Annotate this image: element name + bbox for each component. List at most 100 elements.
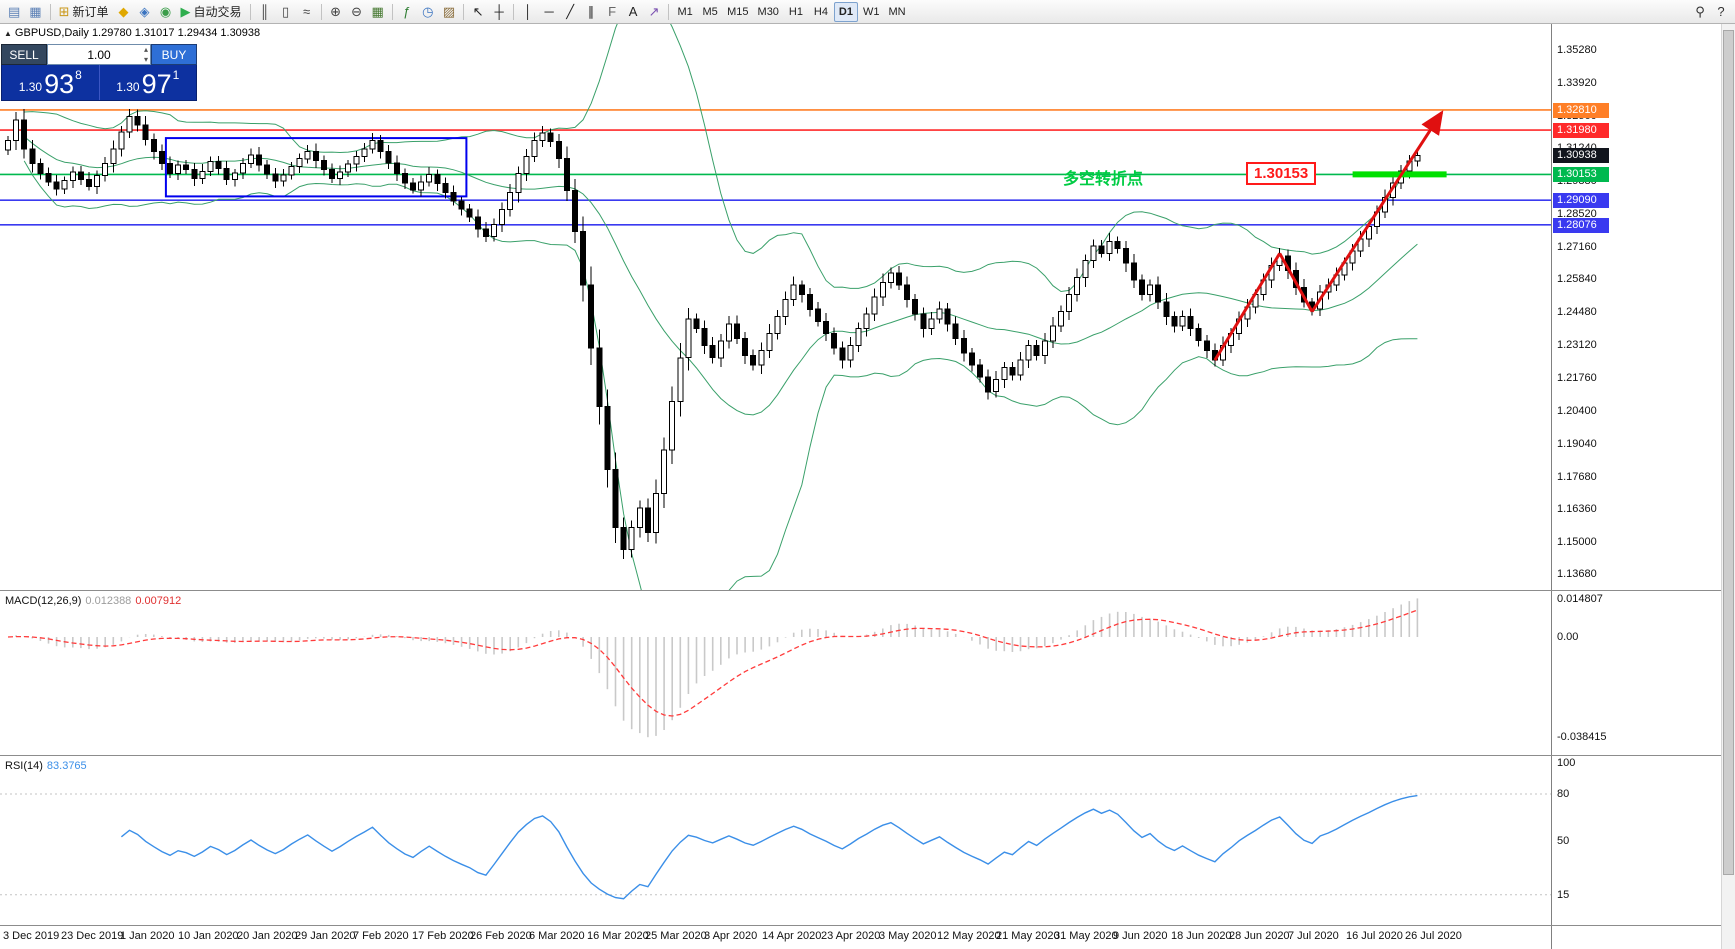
search-button[interactable]: ⚲ xyxy=(1690,2,1710,22)
date-axis-label: 16 Mar 2020 xyxy=(587,930,649,942)
price-flag-label[interactable]: 1.30153 xyxy=(1246,162,1317,185)
crosshair-button[interactable]: ┼ xyxy=(489,2,509,22)
help-button[interactable]: ? xyxy=(1711,2,1731,22)
timeframe-M1-button[interactable]: M1 xyxy=(677,5,693,18)
date-axis: 3 Dec 2019 23 Dec 2019 1 Jan 2020 10 Jan 20… xyxy=(0,925,1551,949)
zoom-out-button[interactable]: ⊖ xyxy=(347,2,367,22)
candlestick-mode-icon: ▯ xyxy=(281,4,290,19)
date-axis-label: 7 Feb 2020 xyxy=(353,930,409,942)
date-axis-label: 9 Jun 2020 xyxy=(1113,930,1168,942)
navigator-button[interactable]: ◉ xyxy=(156,2,176,22)
bar-chart-mode-icon: ║ xyxy=(259,4,270,19)
templates-icon: ▨ xyxy=(442,4,456,19)
trendline-button[interactable]: ╱ xyxy=(560,2,580,22)
price-axis-label: 1.17680 xyxy=(1557,471,1597,483)
crosshair-icon: ┼ xyxy=(494,4,504,19)
line-chart-mode-button[interactable]: ≈ xyxy=(297,2,317,22)
current-price-badge: 1.30938 xyxy=(1553,148,1609,163)
timeframe-M30-button[interactable]: M30 xyxy=(757,5,779,18)
trend-arrow-segment[interactable] xyxy=(1310,110,1444,313)
panel-collapse-icon[interactable]: ▲ xyxy=(4,29,12,38)
vertical-scrollbar[interactable] xyxy=(1721,24,1735,949)
search-icon: ⚲ xyxy=(1695,4,1705,19)
toolbar-separator xyxy=(249,3,251,20)
trend-arrow-segment[interactable] xyxy=(1278,252,1314,313)
horizontal-line-button[interactable]: ─ xyxy=(539,2,559,22)
date-axis-label: 26 Jul 2020 xyxy=(1405,930,1462,942)
zoom-in-button[interactable]: ⊕ xyxy=(326,2,346,22)
zoom-in-icon: ⊕ xyxy=(330,4,341,19)
new-order-button[interactable]: ⊞ 新订单 xyxy=(55,2,113,22)
toolbar-separator xyxy=(668,3,670,20)
timeframe-D1-button[interactable]: D1 xyxy=(833,1,858,22)
axis-separator xyxy=(0,925,1721,926)
macd-value-signal: 0.007912 xyxy=(135,595,182,607)
timeframe-H1-button[interactable]: H1 xyxy=(788,5,803,18)
price-chart-canvas[interactable] xyxy=(0,24,1551,590)
fibonacci-button[interactable]: F xyxy=(602,2,622,22)
equidistant-channel-button[interactable]: ∥ xyxy=(581,2,601,22)
timeframe-H4-button[interactable]: H4 xyxy=(813,5,828,18)
rsi-axis-label: 80 xyxy=(1557,788,1570,800)
lot-spinner-icon[interactable]: ▴ ▾ xyxy=(143,45,148,64)
new-chart-button[interactable]: ▤ xyxy=(4,2,24,22)
date-axis-label: 1 Jan 2020 xyxy=(120,930,175,942)
trendline-icon: ╱ xyxy=(566,4,575,19)
arrows-button[interactable]: ↗ xyxy=(644,2,664,22)
toolbar-separator xyxy=(513,3,515,20)
analysis-rectangle[interactable] xyxy=(164,137,468,198)
timeframe-W1-button[interactable]: W1 xyxy=(862,5,880,18)
indicators-button[interactable]: ƒ xyxy=(397,2,417,22)
date-axis-label: 18 Jun 2020 xyxy=(1171,930,1232,942)
toolbar: ▤ ▦ ⊞ 新订单 ◆ ◈ ◉ ▶ 自动交易 ║ ▯ ≈ ⊕ ⊖ ▦ ƒ ◷ ▨ ↖ ┼ │ ─ ╱ ∥ F A ↗ M1 M5 M15 M… xyxy=(0,0,1735,24)
price-axis-label: 1.20400 xyxy=(1557,405,1597,417)
timeframe-M5-button[interactable]: M5 xyxy=(702,5,718,18)
date-axis-label: 12 May 2020 xyxy=(937,930,1001,942)
rsi-panel-canvas xyxy=(0,793,1551,900)
navigator-icon: ◉ xyxy=(159,4,172,19)
profiles-button[interactable]: ▦ xyxy=(25,2,45,22)
timeframe-M15-button[interactable]: M15 xyxy=(727,5,749,18)
date-axis-label: 7 Jul 2020 xyxy=(1288,930,1339,942)
auto-trading-icon: ▶ xyxy=(180,4,191,19)
tile-windows-button[interactable]: ▦ xyxy=(368,2,388,22)
templates-button[interactable]: ▨ xyxy=(439,2,459,22)
price-axis-label: 1.15000 xyxy=(1557,536,1597,548)
cursor-button[interactable]: ↖ xyxy=(468,2,488,22)
scrollbar-thumb[interactable] xyxy=(1723,30,1734,875)
trend-arrow-segment[interactable] xyxy=(1213,252,1281,361)
periods-button[interactable]: ◷ xyxy=(418,2,438,22)
buy-price[interactable]: 1.30 97 1 xyxy=(100,65,197,100)
lot-size-input[interactable]: 1.00 ▴ ▾ xyxy=(47,44,151,65)
buy-price-big: 97 xyxy=(141,69,172,99)
macd-signal-line xyxy=(7,609,1418,717)
vertical-line-button[interactable]: │ xyxy=(518,2,538,22)
auto-trading-button[interactable]: ▶ 自动交易 xyxy=(177,2,246,22)
chart-macd-separator[interactable] xyxy=(0,590,1721,591)
data-window-button[interactable]: ◈ xyxy=(135,2,155,22)
sell-price[interactable]: 1.30 93 8 xyxy=(2,65,99,100)
sell-button[interactable]: SELL xyxy=(1,44,47,65)
toolbar-separator xyxy=(391,3,393,20)
new-order-icon: ⊞ xyxy=(58,4,70,19)
text-label-button[interactable]: A xyxy=(623,2,643,22)
date-axis-label: 23 Dec 2019 xyxy=(61,930,124,942)
date-axis-label: 29 Jan 2020 xyxy=(295,930,356,942)
timeframe-MN-button[interactable]: MN xyxy=(888,5,906,18)
symbol-ohlc-text: GBPUSD,Daily 1.29780 1.31017 1.29434 1.3… xyxy=(14,27,261,39)
macd-axis-label: 0.014807 xyxy=(1557,593,1603,605)
date-axis-label: 14 Apr 2020 xyxy=(762,930,822,942)
price-axis-label: 1.25840 xyxy=(1557,273,1597,285)
new-chart-icon: ▤ xyxy=(8,4,21,19)
price-axis-label: 1.19040 xyxy=(1557,438,1597,450)
macd-rsi-separator[interactable] xyxy=(0,755,1721,756)
market-watch-button[interactable]: ◆ xyxy=(114,2,134,22)
buy-button[interactable]: BUY xyxy=(151,44,197,65)
turning-point-annotation[interactable]: 多空转折点 xyxy=(1063,171,1144,188)
line-chart-mode-icon: ≈ xyxy=(302,4,311,19)
price-axis: 1.352801.339201.325601.312401.298801.285… xyxy=(1551,24,1721,949)
bollinger-bands xyxy=(23,24,1418,590)
bar-chart-mode-button[interactable]: ║ xyxy=(255,2,275,22)
candlestick-mode-button[interactable]: ▯ xyxy=(276,2,296,22)
macd-name: MACD(12,26,9) xyxy=(5,595,82,607)
